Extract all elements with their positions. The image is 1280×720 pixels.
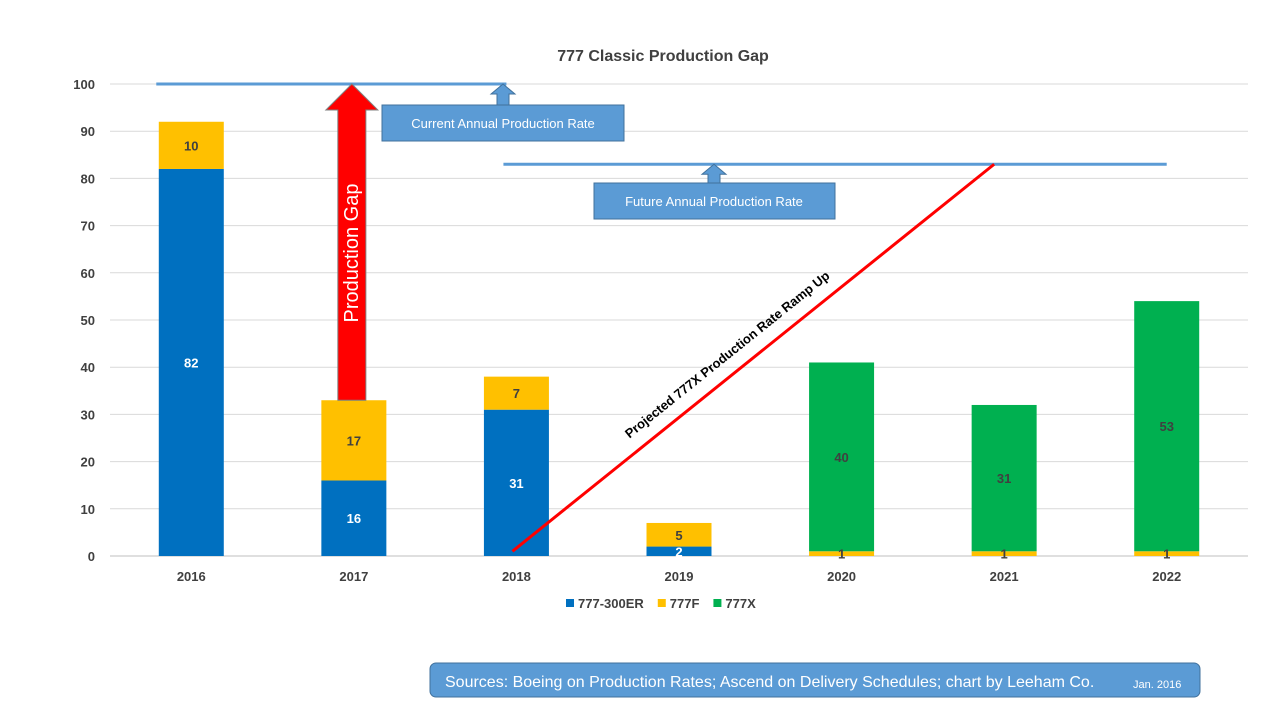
source-date: Jan. 2016 — [1133, 679, 1181, 691]
data-label: 1 — [838, 547, 845, 562]
data-label: 1 — [1001, 547, 1008, 562]
x-tick-label: 2022 — [1152, 569, 1181, 584]
data-label: 82 — [184, 355, 198, 370]
current-rate-label: Current Annual Production Rate — [411, 116, 595, 131]
gridlines — [110, 83, 1248, 557]
bar-segment — [809, 362, 875, 552]
bar-segment — [809, 551, 875, 556]
future-rate-label: Future Annual Production Rate — [625, 194, 803, 209]
data-label: 40 — [834, 450, 848, 465]
bar-segment — [971, 551, 1037, 556]
legend-swatch — [713, 599, 722, 607]
x-tick-label: 2017 — [339, 569, 368, 584]
current-rate-callout — [381, 104, 625, 142]
legend-label: 777X — [725, 596, 756, 611]
bar-segment — [158, 121, 224, 169]
future-rate-pointer — [700, 163, 728, 185]
bar-segment — [483, 376, 549, 410]
x-tick-label: 2019 — [665, 569, 694, 584]
bar-segment — [158, 168, 224, 556]
source-box — [429, 662, 1201, 698]
legend-label: 777-300ER — [578, 596, 644, 611]
current-rate-pointer — [489, 83, 517, 106]
data-labels: 82 10 16 17 31 7 25 1 40 1 31 1 53 — [184, 138, 1174, 561]
source-text: Sources: Boeing on Production Rates; Asc… — [445, 674, 1094, 691]
y-tick-label: 0 — [88, 549, 95, 564]
y-tick-label: 50 — [81, 313, 95, 328]
data-label: 1 — [1163, 547, 1170, 562]
data-label: 2 — [675, 544, 682, 559]
bar-segment — [1134, 301, 1200, 552]
bar-segment — [646, 522, 712, 547]
x-axis: 2016 2017 2018 2019 2020 2021 2022 — [177, 569, 1181, 584]
bar-segment — [1134, 551, 1200, 556]
x-tick-label: 2016 — [177, 569, 206, 584]
data-label: 7 — [513, 386, 520, 401]
y-tick-label: 10 — [81, 502, 95, 517]
y-axis: 0 10 20 30 40 50 60 70 80 90 100 — [73, 77, 95, 564]
production-gap-label: Production Gap — [341, 184, 363, 323]
legend-swatch — [566, 599, 574, 607]
legend-label: 777F — [670, 596, 700, 611]
chart-title: 777 Classic Production Gap — [557, 48, 769, 65]
data-label: 31 — [997, 471, 1011, 486]
x-tick-label: 2018 — [502, 569, 531, 584]
y-tick-label: 100 — [73, 77, 95, 92]
data-label: 17 — [347, 433, 361, 448]
bar-segment — [321, 480, 387, 556]
data-label: 53 — [1159, 419, 1173, 434]
legend: 777-300ER 777F 777X — [566, 596, 756, 611]
x-tick-label: 2021 — [990, 569, 1019, 584]
bar-segment — [321, 400, 387, 481]
y-tick-label: 70 — [81, 219, 95, 234]
y-tick-label: 30 — [81, 407, 95, 422]
ramp-up-label: Projected 777X Production Rate Ramp Up — [622, 268, 832, 441]
bars — [158, 121, 1200, 556]
data-label: 31 — [509, 476, 523, 491]
data-label: 5 — [675, 528, 682, 543]
source-note: Sources: Boeing on Production Rates; Asc… — [429, 662, 1201, 698]
y-tick-label: 90 — [81, 124, 95, 139]
y-tick-label: 80 — [81, 171, 95, 186]
x-tick-label: 2020 — [827, 569, 856, 584]
legend-swatch — [657, 599, 666, 607]
data-label: 16 — [347, 511, 361, 526]
bar-segment — [971, 404, 1037, 552]
y-tick-label: 60 — [81, 266, 95, 281]
ramp-up-line — [511, 163, 996, 553]
data-label: 10 — [184, 138, 198, 153]
bar-segment — [646, 546, 712, 556]
future-rate-callout — [593, 182, 836, 220]
y-tick-label: 20 — [81, 455, 95, 470]
y-tick-label: 40 — [81, 360, 95, 375]
production-gap-arrow — [324, 83, 380, 401]
